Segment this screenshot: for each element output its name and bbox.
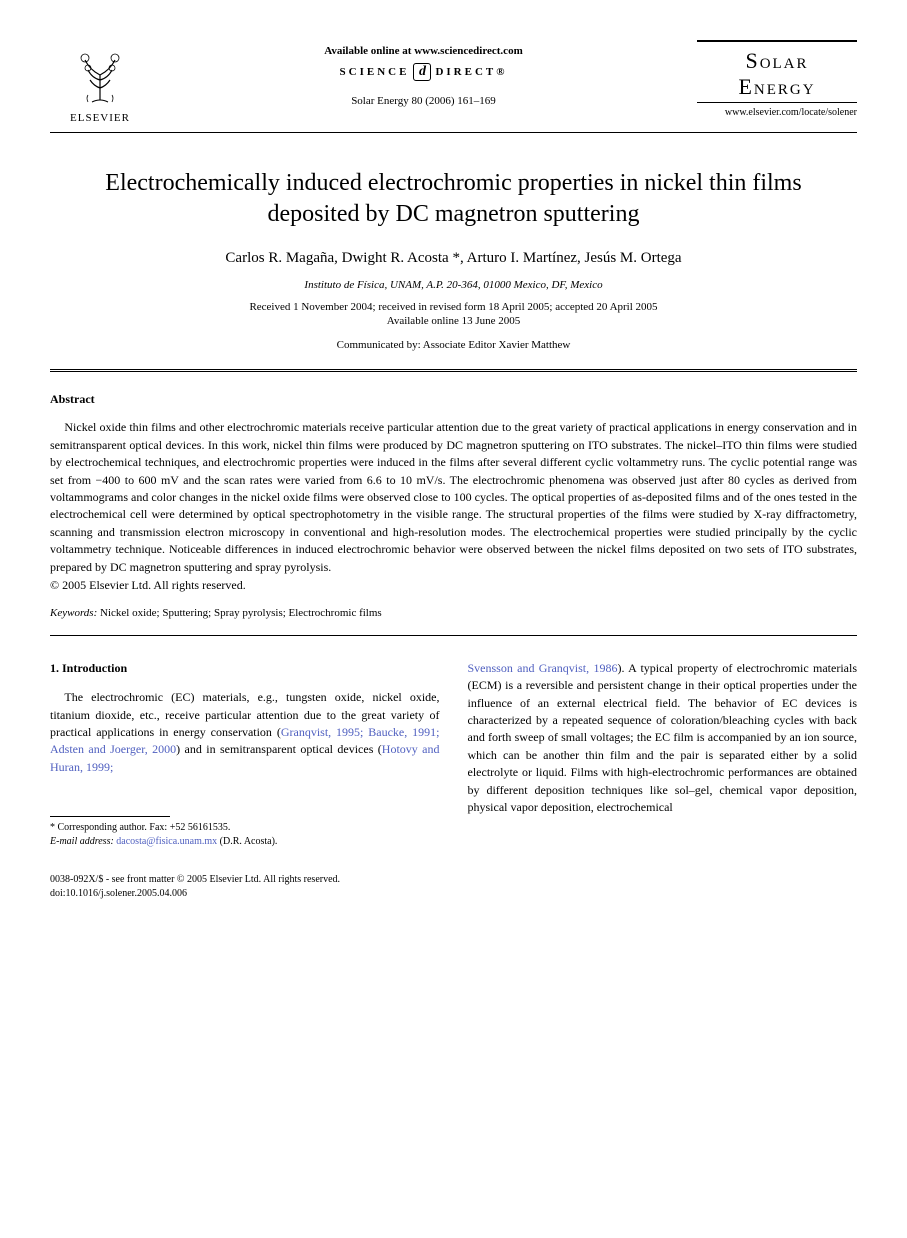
intro-paragraph-right: Svensson and Granqvist, 1986). A typical… [468, 660, 858, 817]
article-title: Electrochemically induced electrochromic… [70, 168, 837, 230]
section-1-heading: 1. Introduction [50, 660, 440, 677]
intro-paragraph-left: The electrochromic (EC) materials, e.g.,… [50, 689, 440, 776]
divider-single [50, 635, 857, 636]
footer-copyright: 0038-092X/$ - see front matter © 2005 El… [50, 873, 857, 887]
footnote-fax: * Corresponding author. Fax: +52 5616153… [50, 821, 440, 835]
journal-reference: Solar Energy 80 (2006) 161–169 [351, 95, 496, 107]
elsevier-tree-icon [70, 40, 130, 110]
available-date: Available online 13 June 2005 [50, 315, 857, 327]
affiliation: Instituto de Física, UNAM, A.P. 20-364, … [50, 279, 857, 291]
sd-left: SCIENCE [340, 66, 410, 78]
keywords-text: Nickel oxide; Sputtering; Spray pyrolysi… [97, 607, 381, 619]
communicated-by: Communicated by: Associate Editor Xavier… [50, 339, 857, 351]
keywords-label: Keywords: [50, 607, 97, 619]
available-online-text: Available online at www.sciencedirect.co… [324, 45, 522, 57]
sd-right: DIRECT® [435, 66, 507, 78]
authors-line: Carlos R. Magaña, Dwight R. Acosta *, Ar… [50, 250, 857, 267]
citation-link-3[interactable]: Svensson and Granqvist, 1986 [468, 661, 618, 675]
keywords-line: Keywords: Nickel oxide; Sputtering; Spra… [50, 607, 857, 619]
page-footer: 0038-092X/$ - see front matter © 2005 El… [50, 873, 857, 901]
footnote-email-line: E-mail address: dacosta@fisica.unam.mx (… [50, 835, 440, 849]
divider-double [50, 369, 857, 372]
email-link[interactable]: dacosta@fisica.unam.mx [116, 836, 217, 847]
journal-brand-block: Solar Energy www.elsevier.com/locate/sol… [697, 40, 857, 118]
footnote-divider [50, 816, 170, 817]
journal-url: www.elsevier.com/locate/solener [697, 107, 857, 118]
intro-text-c: ). A typical property of electrochromic … [468, 661, 858, 814]
header-center: Available online at www.sciencedirect.co… [150, 40, 697, 107]
column-left: 1. Introduction The electrochromic (EC) … [50, 660, 440, 849]
abstract-heading: Abstract [50, 392, 857, 407]
abstract-body: Nickel oxide thin films and other electr… [50, 419, 857, 576]
intro-text-b: ) and in semitransparent optical devices… [176, 742, 382, 756]
body-columns: 1. Introduction The electrochromic (EC) … [50, 660, 857, 849]
publisher-name: ELSEVIER [70, 112, 130, 124]
publisher-block: ELSEVIER [50, 40, 150, 124]
column-right: Svensson and Granqvist, 1986). A typical… [468, 660, 858, 849]
page-header: ELSEVIER Available online at www.science… [50, 40, 857, 133]
science-direct-logo: SCIENCE d DIRECT® [340, 63, 508, 81]
corresponding-author-footnote: * Corresponding author. Fax: +52 5616153… [50, 821, 440, 849]
email-author-suffix: (D.R. Acosta). [217, 836, 277, 847]
received-dates: Received 1 November 2004; received in re… [50, 301, 857, 313]
footer-doi: doi:10.1016/j.solener.2005.04.006 [50, 887, 857, 901]
journal-name-line2: Energy [697, 74, 857, 100]
abstract-copyright: © 2005 Elsevier Ltd. All rights reserved… [50, 578, 857, 593]
sd-d-icon: d [413, 63, 431, 81]
email-label: E-mail address: [50, 836, 114, 847]
journal-name-line1: Solar [697, 48, 857, 74]
